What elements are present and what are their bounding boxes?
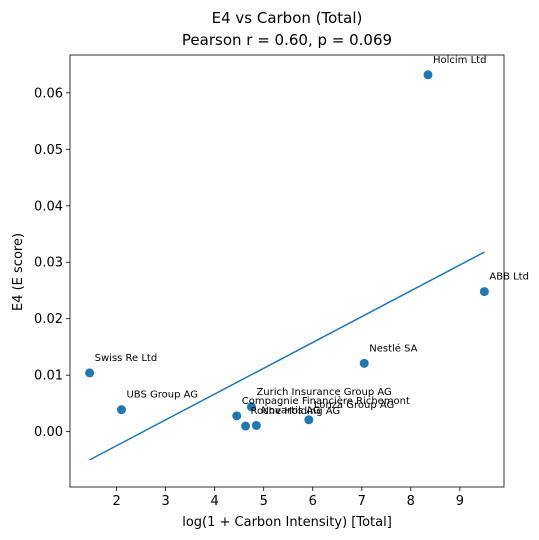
point-annotation: Zurich Insurance Group AG xyxy=(256,387,391,398)
data-point xyxy=(359,358,369,368)
y-tick-label: 0.04 xyxy=(34,199,63,214)
plot-area: 2 3 4 5 6 7 8 9 0.00 0.01 0.02 0.03 0.04 0.05 0.06 Holc… xyxy=(34,54,529,509)
point-annotation: UBS Group AG xyxy=(126,390,198,401)
data-point xyxy=(246,402,256,412)
y-tick-label: 0.02 xyxy=(34,312,63,327)
data-point xyxy=(479,287,489,297)
point-annotation: Holcim Ltd xyxy=(433,55,486,66)
data-point xyxy=(304,415,314,425)
axes-frame xyxy=(69,54,505,488)
data-point xyxy=(232,411,242,421)
regression-line xyxy=(89,251,485,461)
y-tick-label: 0.03 xyxy=(34,256,63,271)
x-axis-label: log(1 + Carbon Intensity) [Total] xyxy=(182,515,392,530)
y-axis-label: E4 (E score) xyxy=(11,233,26,311)
data-point xyxy=(85,368,95,378)
x-tick-label: 8 xyxy=(407,494,415,509)
x-tick-label: 2 xyxy=(112,494,120,509)
point-annotation: Compagnie Financière Richemont xyxy=(242,395,410,407)
point-annotation: Lonza Group AG xyxy=(314,400,394,411)
point-annotation: Roche Holding AG xyxy=(251,406,341,417)
data-point xyxy=(251,420,261,430)
chart-title: E4 vs Carbon (Total) xyxy=(212,9,363,27)
y-tick-label: 0.01 xyxy=(34,369,63,384)
x-tick-label: 7 xyxy=(358,494,366,509)
x-tick-label: 3 xyxy=(161,494,169,509)
chart-subtitle: Pearson r = 0.60, p = 0.069 xyxy=(182,31,392,49)
y-tick-label: 0.06 xyxy=(34,86,63,101)
point-annotation: Swiss Re Ltd xyxy=(95,353,158,364)
data-point xyxy=(423,70,433,80)
point-annotation: ABB Ltd xyxy=(489,272,529,283)
data-point xyxy=(116,405,126,415)
point-annotation: Novartis AG xyxy=(261,405,320,416)
point-annotation: Nestlé SA xyxy=(369,342,417,354)
data-point xyxy=(241,421,251,431)
x-tick-label: 9 xyxy=(456,494,464,509)
y-tick-label: 0.00 xyxy=(34,425,63,440)
x-tick-label: 4 xyxy=(211,494,219,509)
y-tick-label: 0.05 xyxy=(34,143,63,158)
x-tick-label: 5 xyxy=(260,494,268,509)
x-tick-label: 6 xyxy=(309,494,317,509)
